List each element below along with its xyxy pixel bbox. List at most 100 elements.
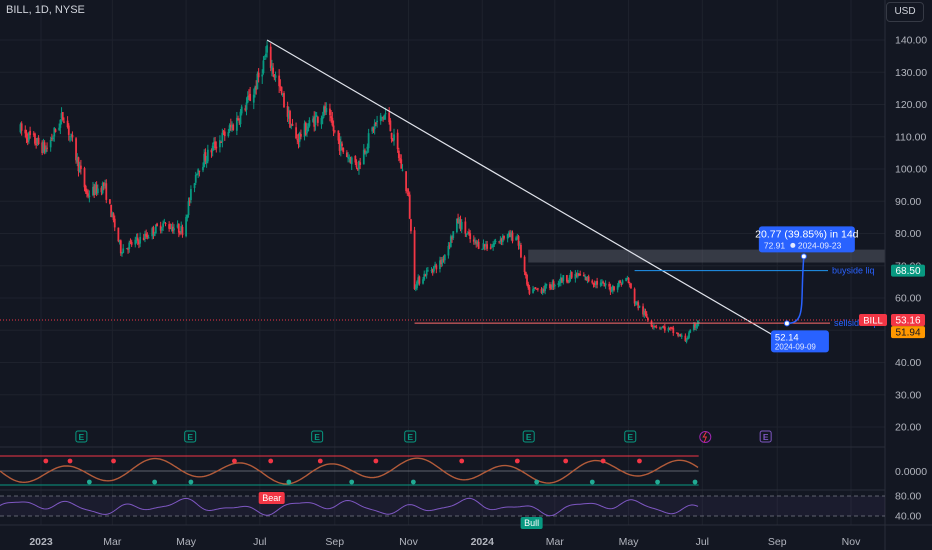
candle-body — [324, 106, 327, 113]
candle-body — [616, 285, 619, 290]
osc-sell-dot — [67, 458, 73, 464]
candle-body — [579, 274, 582, 276]
candle-body — [435, 265, 438, 270]
candle-body — [168, 224, 171, 229]
candle-body — [176, 224, 179, 228]
candle-body — [255, 86, 258, 90]
candle-body — [67, 125, 70, 135]
candle-body — [78, 166, 81, 173]
candle-body — [696, 323, 699, 327]
candle-body — [63, 121, 65, 123]
candle-body — [549, 284, 551, 289]
candle-body — [210, 149, 213, 153]
candle-body — [644, 310, 647, 315]
candle-body — [511, 232, 514, 242]
candle-body — [212, 142, 215, 145]
candle-body — [434, 264, 437, 267]
candle-body — [477, 241, 480, 249]
candle-body — [362, 149, 365, 165]
candle-body — [642, 306, 644, 315]
candle-body — [339, 141, 342, 151]
candle-body — [151, 228, 154, 237]
candle-body — [532, 289, 534, 293]
projection-label-price: 72.91 — [764, 240, 786, 250]
candle-body — [197, 169, 200, 175]
candle-body — [599, 282, 602, 286]
candle-body — [229, 124, 232, 128]
candle-body — [159, 225, 162, 231]
candle-body — [460, 221, 463, 230]
candle-body — [325, 108, 328, 113]
candle-body — [516, 237, 519, 239]
osc-sell-dot — [268, 458, 274, 464]
candles — [19, 40, 700, 344]
candle-body — [206, 149, 209, 162]
candle-body — [695, 326, 698, 328]
earnings-marker-label: E — [526, 432, 532, 442]
candle-body — [289, 111, 291, 128]
x-tick-label: Jul — [253, 536, 266, 548]
y-tick-label: 100.00 — [895, 164, 927, 176]
candle-body — [329, 108, 331, 116]
candle-body — [452, 231, 455, 239]
candle-body — [144, 233, 146, 239]
candle-body — [142, 237, 145, 241]
currency-button[interactable]: USD — [886, 2, 924, 22]
candle-body — [668, 327, 671, 329]
candle-body — [156, 223, 158, 227]
candle-body — [586, 276, 589, 280]
candle-body — [84, 186, 87, 192]
candle-body — [127, 248, 129, 250]
buyside-liq-label: buyside liq — [832, 266, 875, 276]
candle-body — [37, 137, 40, 145]
candle-body — [500, 238, 503, 242]
clock-icon — [790, 242, 796, 248]
oscillator-pane: 0.0000 — [0, 455, 927, 486]
y-tick-label: 80.00 — [895, 228, 921, 240]
y-tick-label: 140.00 — [895, 35, 927, 47]
candle-body — [59, 119, 62, 128]
osc-sell-dot — [111, 458, 116, 464]
candle-body — [534, 287, 537, 289]
candle-body — [422, 279, 424, 284]
candle-body — [211, 145, 214, 152]
candle-body — [526, 274, 528, 285]
rsi-tick-label: 80.00 — [895, 491, 921, 503]
candle-body — [630, 283, 632, 289]
candle-body — [162, 223, 165, 228]
candle-body — [582, 275, 585, 277]
candle-body — [46, 147, 48, 149]
candle-body — [541, 289, 544, 294]
candle-body — [44, 149, 47, 153]
candle-body — [424, 274, 427, 277]
candle-body — [42, 142, 45, 153]
candle-body — [171, 226, 174, 232]
candle-body — [228, 125, 231, 132]
candle-body — [321, 116, 324, 120]
candle-body — [413, 230, 416, 290]
candle-body — [25, 132, 28, 139]
candle-body — [474, 240, 476, 242]
osc-buy-dot — [188, 479, 194, 485]
candle-body — [472, 239, 475, 242]
candle-body — [354, 156, 357, 163]
candle-body — [677, 332, 680, 336]
candle-body — [119, 240, 122, 254]
earnings-marker — [75, 430, 88, 443]
x-tick-label: Nov — [399, 536, 418, 548]
candle-body — [423, 273, 426, 280]
candle-body — [338, 138, 341, 151]
candle-body — [20, 123, 23, 131]
candle-body — [523, 256, 526, 273]
candle-body — [557, 283, 560, 285]
candle-body — [643, 311, 646, 316]
candle-body — [550, 287, 553, 289]
candle-body — [611, 285, 614, 291]
candle-body — [314, 116, 317, 126]
candle-body — [308, 120, 311, 127]
candle-body — [489, 247, 492, 249]
candle-body — [188, 200, 191, 202]
candle-body — [510, 232, 513, 238]
